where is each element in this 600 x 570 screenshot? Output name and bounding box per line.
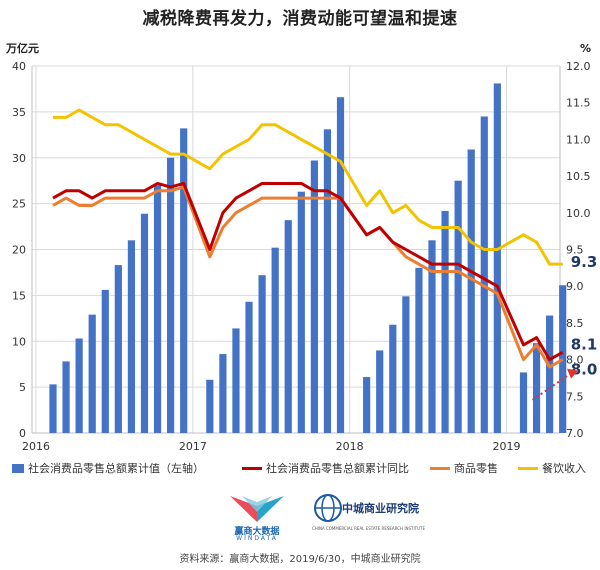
chart-title: 减税降费再发力，消费动能可望温和提速	[142, 9, 458, 29]
x-tick-label: 2017	[179, 440, 207, 453]
bar	[546, 315, 554, 433]
annotation-8-1: 8.1	[571, 335, 598, 353]
right-tick-label: 8.0	[566, 354, 584, 367]
x-tick-label: 2016	[22, 440, 50, 453]
left-tick-label: 0	[19, 427, 26, 440]
left-tick-label: 20	[12, 244, 26, 257]
legend-label-total-yoy: 社会消费品零售总额累计同比	[266, 462, 409, 475]
bar	[363, 377, 371, 433]
bar	[127, 240, 135, 433]
right-tick-label: 8.5	[566, 317, 584, 330]
bar	[75, 338, 83, 433]
bar	[310, 160, 318, 433]
bar	[153, 185, 162, 433]
right-axis-unit: %	[580, 42, 591, 55]
bar	[101, 289, 109, 433]
bar	[49, 384, 57, 433]
windata-logo-sub: WINDATA	[236, 535, 278, 542]
logos: 赢商大数据 WINDATA 中城商业研究院 CHINA COMMERCIAL R…	[0, 492, 600, 542]
annotation-8-0: 8.0	[571, 361, 598, 379]
bar	[271, 247, 279, 433]
line-catering	[52, 108, 563, 266]
legend-swatch-total-yoy	[242, 466, 262, 470]
left-tick-label: 5	[19, 381, 26, 394]
trend-arrow-icon	[531, 371, 573, 401]
bar	[140, 213, 149, 433]
right-tick-label: 11.0	[566, 133, 591, 146]
windata-logo: 赢商大数据 WINDATA	[222, 492, 292, 542]
trend-arrow-head-icon	[567, 368, 578, 379]
bar	[219, 354, 227, 433]
bar	[519, 372, 528, 433]
windata-logo-name: 赢商大数据	[234, 527, 280, 537]
right-tick-label: 11.5	[566, 97, 591, 110]
bar	[206, 379, 214, 433]
line-total-yoy	[52, 181, 564, 362]
legend-swatch-goods	[430, 466, 450, 470]
bar	[323, 129, 332, 433]
bar	[114, 265, 122, 433]
bar	[62, 361, 70, 433]
right-tick-label: 7.0	[566, 427, 584, 440]
bar	[441, 210, 449, 433]
bar	[376, 350, 384, 433]
left-tick-label: 15	[12, 289, 26, 302]
bar	[258, 275, 266, 433]
bar	[297, 191, 305, 433]
legend-label-goods: 商品零售	[454, 462, 498, 475]
bar	[454, 180, 462, 433]
bar	[88, 314, 96, 433]
legend-label-bars: 社会消费品零售总额累计值（左轴）	[28, 462, 204, 475]
bar	[232, 328, 240, 433]
annotation-9-3: 9.3	[571, 253, 598, 271]
left-tick-label: 10	[12, 335, 26, 348]
legend-item-catering: 餐饮收入	[518, 460, 586, 476]
bar	[480, 116, 488, 434]
legend: 社会消费品零售总额累计值（左轴） 社会消费品零售总额累计同比 商品零售 餐饮收入	[10, 460, 600, 478]
bar	[559, 285, 567, 433]
bar	[336, 97, 345, 433]
source-note: 资料来源：赢商大数据，2019/6/30，中城商业研究院	[179, 554, 421, 565]
bar	[167, 157, 175, 433]
bar	[245, 301, 253, 433]
legend-swatch-bars	[12, 463, 24, 473]
zhongcheng-logo-name: 中城商业研究院	[342, 502, 419, 515]
chart-svg: 0 5 10 15 20 25 30 35 40 7.0 7.5 8.0 8.5 9.0 9.5 10.0 10…	[5, 41, 598, 453]
left-tick-label: 35	[12, 106, 26, 119]
legend-swatch-catering	[518, 466, 538, 470]
right-tick-label: 12.0	[566, 60, 591, 73]
bar	[284, 220, 292, 433]
left-tick-label: 30	[12, 152, 26, 165]
right-tick-label: 10.0	[566, 207, 591, 220]
legend-label-catering: 餐饮收入	[542, 462, 586, 475]
left-axis-unit: 万亿元	[5, 41, 39, 55]
windata-logo-mark-icon	[230, 496, 284, 522]
zhongcheng-globe-icon	[314, 494, 342, 522]
bar	[532, 343, 541, 433]
x-tick-label: 2018	[336, 440, 364, 453]
right-tick-label: 10.5	[566, 170, 591, 183]
line-goods	[52, 185, 564, 369]
bar	[467, 149, 475, 433]
left-tick-label: 25	[12, 198, 26, 211]
legend-item-goods: 商品零售	[430, 460, 498, 476]
bar	[402, 296, 410, 433]
zhongcheng-logo: 中城商业研究院 CHINA COMMERCIAL REAL ESTATE RES…	[312, 492, 452, 542]
right-tick-label: 9.5	[566, 244, 584, 257]
x-tick-label: 2019	[492, 440, 520, 453]
bar	[389, 324, 397, 433]
bar	[493, 83, 501, 434]
left-tick-label: 40	[12, 60, 26, 73]
zhongcheng-logo-sub: CHINA COMMERCIAL REAL ESTATE RESEARCH IN…	[312, 526, 425, 531]
bar	[415, 267, 423, 433]
right-tick-label: 9.0	[566, 280, 584, 293]
legend-item-total-yoy: 社会消费品零售总额累计同比	[242, 460, 409, 476]
bar	[428, 240, 436, 433]
legend-item-bars: 社会消费品零售总额累计值（左轴）	[12, 460, 204, 476]
bar	[180, 128, 188, 433]
right-tick-label: 7.5	[566, 390, 584, 403]
